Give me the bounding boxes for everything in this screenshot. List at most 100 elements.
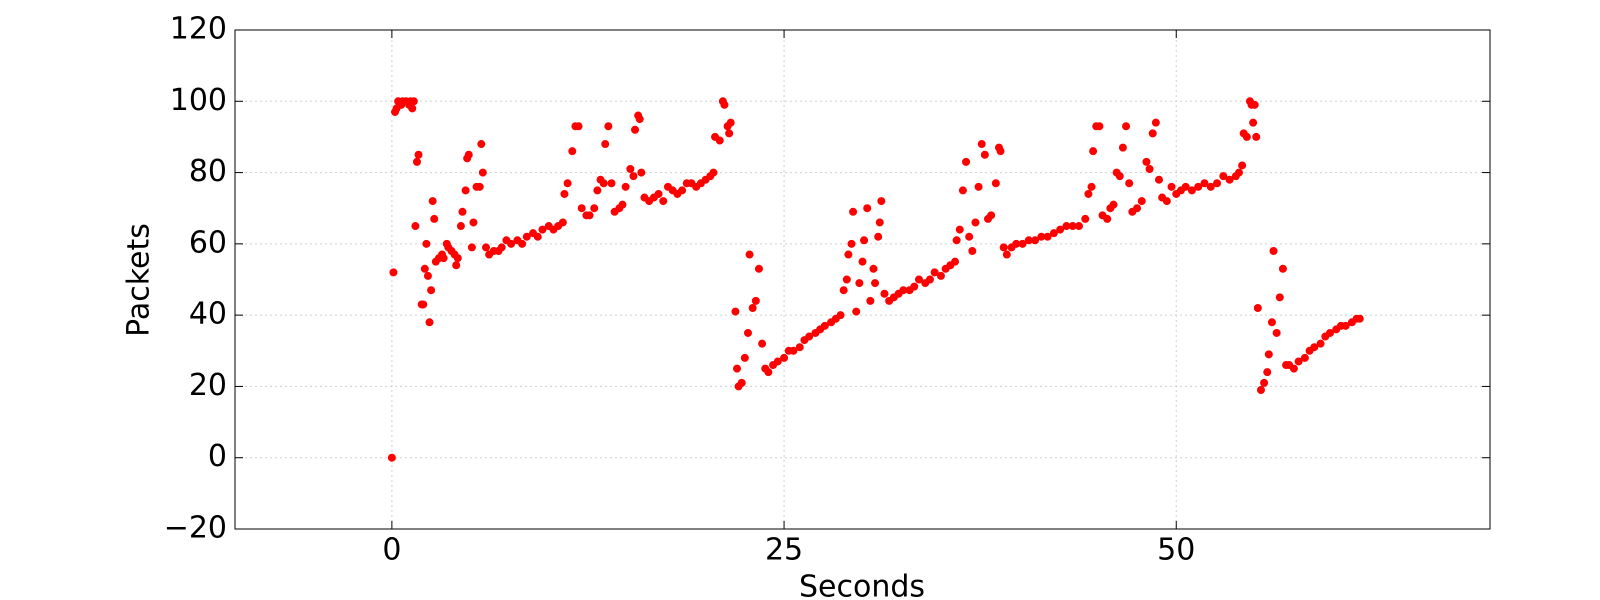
point xyxy=(1142,157,1151,166)
point xyxy=(1264,350,1273,359)
point xyxy=(1213,179,1222,188)
point xyxy=(425,318,434,327)
point xyxy=(456,222,465,231)
point xyxy=(852,307,861,316)
point xyxy=(411,222,420,231)
point xyxy=(538,225,547,234)
point xyxy=(1269,246,1278,255)
point xyxy=(1148,129,1157,138)
y-tick-label: 40 xyxy=(189,297,227,332)
point xyxy=(977,140,986,149)
point xyxy=(629,172,638,181)
point xyxy=(996,147,1005,156)
point xyxy=(874,232,883,241)
point xyxy=(577,204,586,213)
y-tick-label: 0 xyxy=(208,439,227,474)
point xyxy=(849,207,858,216)
y-tick-label: −20 xyxy=(164,511,227,546)
point xyxy=(422,239,431,248)
point xyxy=(1031,236,1040,245)
point xyxy=(725,129,734,138)
point xyxy=(805,332,814,341)
point xyxy=(389,268,398,277)
point xyxy=(1109,200,1118,209)
point xyxy=(974,182,983,191)
point xyxy=(875,218,884,227)
point xyxy=(758,339,767,348)
point xyxy=(789,346,798,355)
point xyxy=(751,296,760,305)
point xyxy=(958,186,967,195)
point xyxy=(635,115,644,124)
point xyxy=(533,232,542,241)
point xyxy=(497,243,506,252)
point xyxy=(726,118,735,127)
point xyxy=(558,218,567,227)
point xyxy=(869,264,878,273)
point xyxy=(659,197,668,206)
point xyxy=(1278,264,1287,273)
point xyxy=(910,282,919,291)
point xyxy=(720,100,729,109)
point xyxy=(1242,132,1251,141)
point xyxy=(955,225,964,234)
point xyxy=(599,179,608,188)
point xyxy=(839,286,848,295)
point xyxy=(1118,143,1127,152)
point xyxy=(733,364,741,373)
point xyxy=(836,311,845,320)
point xyxy=(412,157,421,166)
point xyxy=(637,168,646,177)
point xyxy=(1095,122,1104,131)
point xyxy=(560,189,569,198)
point xyxy=(773,357,782,366)
point xyxy=(780,353,789,362)
point xyxy=(971,218,980,227)
point xyxy=(408,104,417,113)
point xyxy=(1225,175,1234,184)
point xyxy=(871,279,880,288)
point xyxy=(387,453,396,462)
point xyxy=(1325,328,1334,337)
point xyxy=(563,179,572,188)
point xyxy=(1089,147,1098,156)
point xyxy=(1125,179,1134,188)
point xyxy=(414,150,423,159)
point xyxy=(764,368,773,377)
point xyxy=(464,150,473,159)
x-tick-label: 0 xyxy=(382,533,401,568)
point xyxy=(860,236,869,245)
point xyxy=(1355,314,1364,323)
point xyxy=(427,286,436,295)
point xyxy=(962,157,971,166)
point xyxy=(409,97,418,106)
point xyxy=(1154,175,1163,184)
point xyxy=(1194,182,1203,191)
x-tick-label: 50 xyxy=(1157,533,1195,568)
point xyxy=(968,246,977,255)
point xyxy=(1249,118,1258,127)
point xyxy=(467,243,476,252)
point xyxy=(478,168,487,177)
point xyxy=(1294,357,1303,366)
point xyxy=(754,264,763,273)
point xyxy=(1187,186,1196,195)
point xyxy=(507,239,516,248)
point xyxy=(439,254,448,263)
point xyxy=(866,296,875,305)
point xyxy=(1267,318,1276,327)
x-axis-label: Seconds xyxy=(799,570,925,600)
plot-frame xyxy=(234,29,1491,530)
point xyxy=(925,275,934,284)
point xyxy=(1137,197,1146,206)
point xyxy=(1206,182,1215,191)
y-tick-label: 120 xyxy=(170,12,227,47)
point xyxy=(1122,122,1131,131)
point xyxy=(991,179,1000,188)
point xyxy=(1162,197,1171,206)
point xyxy=(430,214,439,223)
point xyxy=(1219,172,1228,181)
point xyxy=(740,353,749,362)
point xyxy=(423,271,432,280)
